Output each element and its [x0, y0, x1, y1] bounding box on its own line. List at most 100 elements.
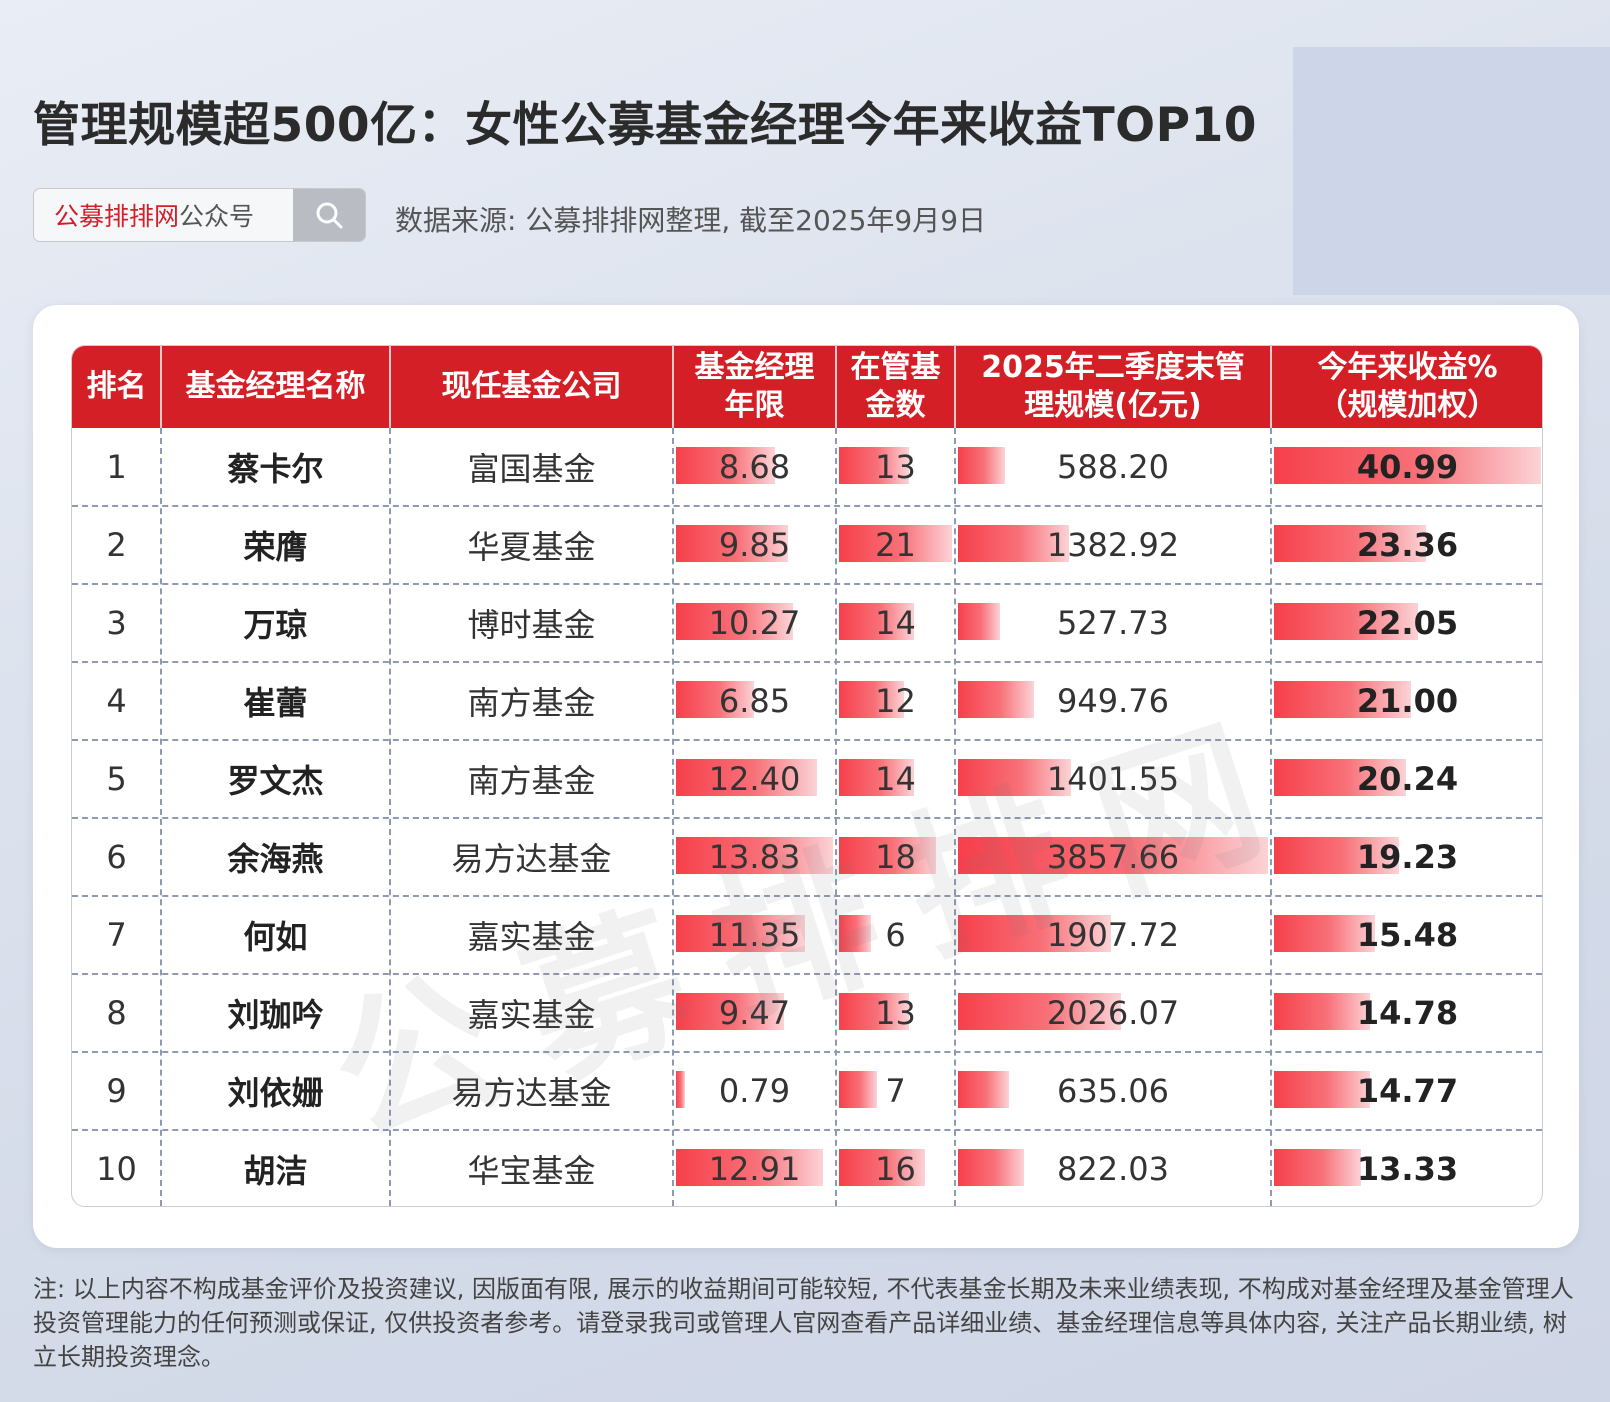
- value-funds: 16: [875, 1150, 916, 1188]
- value-return: 23.36: [1356, 526, 1459, 564]
- value-return: 14.78: [1356, 994, 1459, 1032]
- header-label: 现任基金公司: [441, 369, 622, 404]
- bar-return: [1274, 1071, 1371, 1108]
- bar-funds: [839, 603, 915, 640]
- cell-name: 罗文杰: [227, 762, 324, 800]
- value-aum: 527.73: [1057, 604, 1169, 642]
- row-divider: [72, 895, 1542, 897]
- cell-name: 万琼: [243, 606, 308, 644]
- table-header: 排名 基金经理名称 现任基金公司 基金经理 年限 在管基 金数 2025年二季度末管 理规模(亿…: [72, 346, 1542, 428]
- bar-aum: [958, 447, 1006, 484]
- bar-aum: [958, 1149, 1025, 1186]
- cell-company: 华宝基金: [467, 1152, 596, 1190]
- bar-funds: [839, 681, 904, 718]
- header-cell: 基金经理 年限: [673, 346, 836, 428]
- bar-years: [676, 759, 817, 796]
- bar-years: [676, 525, 788, 562]
- row-divider: [72, 661, 1542, 663]
- bar-return: [1274, 447, 1541, 484]
- value-aum: 949.76: [1057, 682, 1169, 720]
- cell-rank: 3: [106, 604, 127, 642]
- value-years: 8.68: [718, 448, 791, 486]
- cell-name: 蔡卡尔: [227, 450, 324, 488]
- value-funds: 14: [875, 760, 916, 798]
- value-return: 21.00: [1356, 682, 1459, 720]
- header-label: 排名: [86, 369, 147, 404]
- cell-company: 南方基金: [467, 684, 596, 722]
- value-years: 6.85: [718, 682, 791, 720]
- header-cell: 基金经理名称: [161, 346, 390, 428]
- header-label: 2025年二季度末管 理规模(亿元): [981, 350, 1245, 423]
- header-separator: [954, 346, 956, 428]
- bar-aum: [958, 915, 1112, 952]
- value-funds: 18: [875, 838, 916, 876]
- row-divider: [72, 505, 1542, 507]
- search-brand: 公募排排网: [54, 202, 180, 231]
- ranking-table: 排名 基金经理名称 现任基金公司 基金经理 年限 在管基 金数 2025年二季度末管 理规模(亿…: [71, 345, 1543, 1207]
- search-icon: [316, 202, 343, 229]
- bar-aum: [958, 837, 1268, 874]
- value-years: 13.83: [708, 838, 801, 876]
- value-funds: 21: [875, 526, 916, 564]
- row-divider: [72, 1129, 1542, 1131]
- corner-panel: [1293, 47, 1610, 295]
- table-row: 6 余海燕 易方达基金 13.83 18 3857.66 19.23: [72, 818, 1542, 896]
- bar-years: [676, 603, 793, 640]
- value-years: 9.85: [718, 526, 791, 564]
- value-return: 15.48: [1356, 916, 1459, 954]
- column-divider: [672, 428, 674, 1206]
- value-aum: 2026.07: [1046, 994, 1180, 1032]
- search-box[interactable]: 公募排排网公众号: [33, 188, 366, 242]
- search-label: 公募排排网公众号: [34, 197, 293, 233]
- bar-years: [676, 1071, 685, 1108]
- cell-rank: 2: [106, 526, 127, 564]
- cell-rank: 6: [106, 838, 127, 876]
- bar-funds: [839, 915, 872, 952]
- value-aum: 1382.92: [1046, 526, 1180, 564]
- bar-aum: [958, 759, 1071, 796]
- cell-rank: 7: [106, 916, 127, 954]
- bar-years: [676, 447, 775, 484]
- data-source: 数据来源: 公募排排网整理, 截至2025年9月9日: [395, 204, 987, 237]
- value-aum: 635.06: [1057, 1072, 1169, 1110]
- value-funds: 14: [875, 604, 916, 642]
- search-button[interactable]: [293, 189, 365, 241]
- bar-funds: [839, 447, 909, 484]
- header-label: 今年来收益% （规模加权）: [1317, 350, 1498, 423]
- bar-aum: [958, 525, 1070, 562]
- value-return: 19.23: [1356, 838, 1459, 876]
- cell-name: 刘珈吟: [227, 996, 324, 1034]
- value-years: 12.91: [708, 1150, 801, 1188]
- bar-return: [1274, 993, 1371, 1030]
- bar-years: [676, 1149, 823, 1186]
- bar-return: [1274, 915, 1375, 952]
- value-aum: 588.20: [1057, 448, 1169, 486]
- bar-return: [1274, 837, 1400, 874]
- value-years: 10.27: [708, 604, 801, 642]
- row-divider: [72, 583, 1542, 585]
- header-label: 基金经理名称: [185, 369, 366, 404]
- row-divider: [72, 739, 1542, 741]
- bar-years: [676, 837, 833, 874]
- table-row: 1 蔡卡尔 富国基金 8.68 13 588.20 40.99: [72, 428, 1542, 506]
- table-row: 7 何如 嘉实基金 11.35 6 1907.72 15.48: [72, 896, 1542, 974]
- value-funds: 13: [875, 448, 916, 486]
- cell-name: 崔蕾: [243, 684, 308, 722]
- value-years: 12.40: [708, 760, 801, 798]
- table-row: 8 刘珈吟 嘉实基金 9.47 13 2026.07 14.78: [72, 974, 1542, 1052]
- value-years: 11.35: [708, 916, 801, 954]
- cell-rank: 1: [106, 448, 127, 486]
- column-divider: [954, 428, 956, 1206]
- value-aum: 1907.72: [1046, 916, 1180, 954]
- cell-name: 胡洁: [243, 1152, 308, 1190]
- table-row: 2 荣膺 华夏基金 9.85 21 1382.92 23.36: [72, 506, 1542, 584]
- cell-name: 刘依姗: [227, 1074, 324, 1112]
- table-row: 4 崔蕾 南方基金 6.85 12 949.76 21.00: [72, 662, 1542, 740]
- table-row: 9 刘依姗 易方达基金 0.79 7 635.06 14.77: [72, 1052, 1542, 1130]
- cell-name: 余海燕: [227, 840, 324, 878]
- column-divider: [389, 428, 391, 1206]
- cell-company: 富国基金: [467, 450, 596, 488]
- bar-aum: [958, 1071, 1009, 1108]
- bar-funds: [839, 1149, 926, 1186]
- value-funds: 7: [885, 1072, 906, 1110]
